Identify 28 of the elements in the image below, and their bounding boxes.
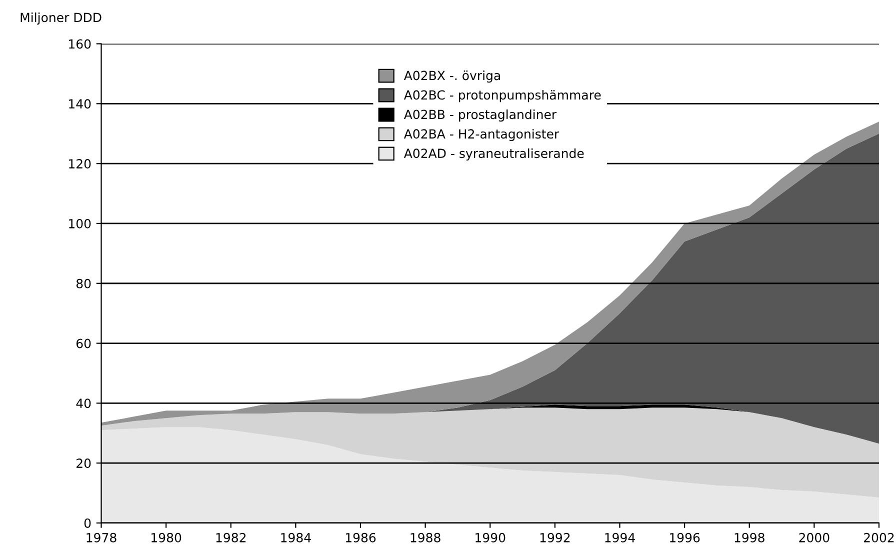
x-tick-label: 1978 [86,532,116,542]
x-tick-label: 2002 [864,532,894,542]
legend-label: A02AD - syraneutraliserande [404,148,584,161]
x-tick-label: 1988 [410,532,440,542]
y-tick-label: 140 [69,99,91,109]
legend-label: A02BC - protonpumpshämmare [404,90,601,102]
y-tick-label: 80 [76,278,91,288]
legend-label: A02BB - prostaglandiner [404,109,557,122]
y-tick-label: 20 [76,458,91,468]
x-tick-label: 1986 [346,532,376,542]
y-tick-label: 100 [69,218,91,228]
legend-label: A02BX -. övriga [404,70,500,83]
x-tick-label: 1982 [216,532,246,542]
x-tick-label: 1992 [540,532,570,542]
x-tick-label: 1984 [281,532,311,542]
y-tick-label: 0 [84,518,91,528]
y-tick-label: 160 [69,39,91,49]
y-tick-label: 40 [76,398,91,408]
x-tick-label: 1998 [734,532,764,542]
y-tick-label: 120 [69,159,91,168]
x-tick-label: 1996 [670,532,700,542]
x-tick-label: 2000 [799,532,830,542]
legend-label: A02BA - H2-antagonister [404,128,560,142]
x-tick-label: 1990 [476,532,506,542]
x-tick-label: 1980 [152,532,182,542]
y-tick-label: 60 [76,338,91,348]
x-tick-label: 1994 [605,532,635,542]
y-axis-title: Miljoner DDD [20,12,102,25]
